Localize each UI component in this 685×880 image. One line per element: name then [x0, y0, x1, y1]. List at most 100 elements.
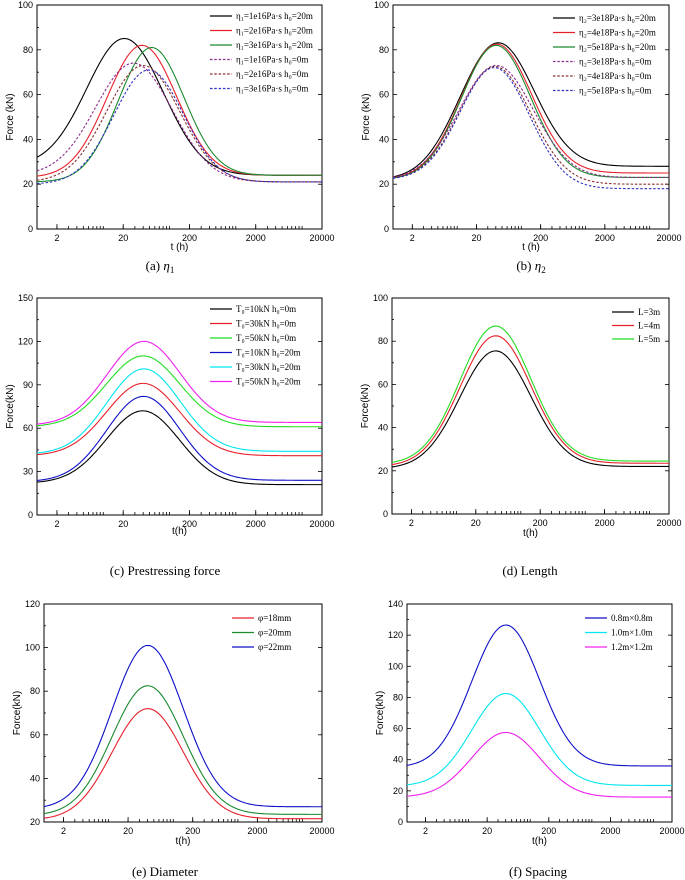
y-tick-label: 100 — [374, 0, 389, 10]
series-line-2 — [37, 382, 322, 457]
y-tick-label: 120 — [388, 630, 403, 640]
y-tick-label: 80 — [379, 45, 389, 55]
chart-b: 0 20 40 60 80 100 2 20 200 2000 20000 t (h) Force (k… — [361, 0, 682, 275]
legend-label: L=4m — [638, 321, 660, 331]
series-line-4 — [37, 395, 322, 482]
y-tick-label: 120 — [25, 599, 40, 609]
plot-frame — [392, 4, 670, 230]
legend-label: φ=20mm — [258, 628, 291, 638]
series-line-3 — [37, 46, 322, 183]
x-tick-label: 2000 — [595, 233, 615, 243]
legend-label: T₀=10kN h₀=20m — [236, 348, 301, 358]
x-axis-label: t (h) — [171, 242, 189, 253]
x-tick-label: 2000 — [600, 826, 620, 836]
series-line-3 — [37, 355, 322, 428]
y-axis-label: Force(kN) — [5, 384, 16, 428]
legend-label: η₂=3e18Pa·s h₀=0m — [579, 57, 651, 67]
x-tick-label: 2000 — [246, 233, 266, 243]
y-axis-label: Force(kN) — [360, 384, 371, 428]
x-tick-label: 200 — [533, 233, 548, 243]
panel-caption: (e) Diameter — [132, 864, 199, 879]
x-tick-label: 20000 — [656, 233, 681, 243]
series-line-1 — [37, 410, 322, 486]
y-tick-label: 80 — [378, 336, 388, 346]
plot-frame — [36, 4, 323, 230]
y-tick-label: 100 — [18, 0, 33, 10]
series-line-1 — [392, 350, 669, 468]
chart-f: 0 20 40 60 80 100 120 140 2 20 200 2000 20000 t(h) For… — [375, 599, 685, 879]
chart-a: 0 20 40 60 80 100 2 20 200 2000 20000 t (h) Force (k… — [5, 0, 335, 275]
x-tick-label: 200 — [182, 233, 197, 243]
y-tick-label: 60 — [378, 379, 388, 389]
x-tick-label: 20 — [482, 826, 492, 836]
legend-label: η₁=1e16Pa·s h₀=0m — [236, 55, 308, 65]
y-tick-label: 140 — [388, 599, 403, 609]
legend-label: η₂=5e18Pa·s h₀=20m — [579, 42, 656, 52]
y-tick-label: 60 — [23, 90, 33, 100]
y-tick-label: 40 — [378, 423, 388, 433]
x-tick-label: 20000 — [656, 518, 681, 528]
x-tick-label: 2 — [423, 826, 428, 836]
x-axis-label: t (h) — [522, 242, 540, 253]
chart-c: 0 30 60 90 120 150 2 20 200 2000 20000 t(h) Force(kN… — [5, 293, 335, 578]
y-tick-label: 0 — [28, 224, 33, 234]
series-line-2 — [392, 335, 669, 466]
legend-label: η₂=4e18Pa·s h₀=20m — [579, 28, 656, 38]
x-tick-label: 200 — [182, 519, 197, 529]
y-axis-label: Force (kN) — [5, 93, 16, 140]
y-tick-label: 120 — [18, 336, 33, 346]
x-tick-label: 20000 — [309, 826, 334, 836]
panel-caption: (a) η1 — [146, 258, 175, 275]
legend-label: η₁=3e16Pa·s h₀=20m — [236, 40, 313, 50]
x-tick-label: 20 — [118, 233, 128, 243]
legend-label: φ=18mm — [258, 613, 291, 623]
legend-label: η₂=5e18Pa·s h₀=0m — [579, 86, 651, 96]
y-tick-label: 20 — [379, 179, 389, 189]
x-tick-label: 20 — [471, 518, 481, 528]
legend-label: 1.2m×1.2m — [611, 642, 653, 652]
x-axis-label: t(h) — [172, 526, 187, 537]
y-tick-label: 0 — [398, 817, 403, 827]
y-tick-label: 60 — [393, 724, 403, 734]
series-line-5 — [37, 368, 322, 454]
y-tick-label: 0 — [384, 224, 389, 234]
y-tick-label: 20 — [30, 817, 40, 827]
series-line-3 — [44, 644, 322, 808]
legend-label: T₀=30kN h₀=20m — [236, 362, 301, 372]
x-tick-label: 2000 — [246, 519, 266, 529]
legend-label: η₁=2e16Pa·s h₀=20m — [236, 26, 313, 36]
series-line-2 — [37, 44, 322, 177]
y-tick-label: 100 — [388, 661, 403, 671]
y-axis-label: Force(kN) — [375, 691, 386, 735]
y-tick-label: 40 — [23, 134, 33, 144]
x-tick-label: 20 — [471, 233, 481, 243]
y-tick-label: 0 — [28, 510, 33, 520]
series-line-2 — [393, 43, 669, 179]
y-tick-label: 0 — [383, 509, 388, 519]
y-tick-label: 20 — [378, 466, 388, 476]
x-tick-label: 20000 — [309, 519, 334, 529]
legend-label: T₀=30kN h₀=0m — [236, 319, 296, 329]
x-tick-label: 2 — [410, 233, 415, 243]
y-tick-label: 40 — [379, 134, 389, 144]
x-tick-label: 20000 — [659, 826, 684, 836]
y-tick-label: 60 — [30, 730, 40, 740]
y-tick-label: 30 — [23, 467, 33, 477]
y-axis-label: Force (kN) — [361, 93, 372, 140]
x-tick-label: 20 — [118, 519, 128, 529]
x-tick-label: 2000 — [595, 518, 615, 528]
x-tick-label: 200 — [185, 826, 200, 836]
x-axis-label: t(h) — [176, 836, 191, 847]
x-tick-label: 2 — [61, 826, 66, 836]
series-line-6 — [37, 340, 322, 425]
chart-d: 0 20 40 60 80 100 2 20 200 2000 20000 t(h) Force(kN)… — [360, 293, 682, 578]
y-tick-label: 100 — [373, 293, 388, 303]
x-tick-label: 2 — [54, 233, 59, 243]
panel-caption: (c) Prestressing force — [110, 563, 221, 578]
legend-label: 0.8m×0.8m — [611, 613, 653, 623]
x-axis-label: t(h) — [523, 528, 538, 539]
y-tick-label: 150 — [18, 293, 33, 303]
y-tick-label: 40 — [30, 773, 40, 783]
y-tick-label: 80 — [23, 45, 33, 55]
